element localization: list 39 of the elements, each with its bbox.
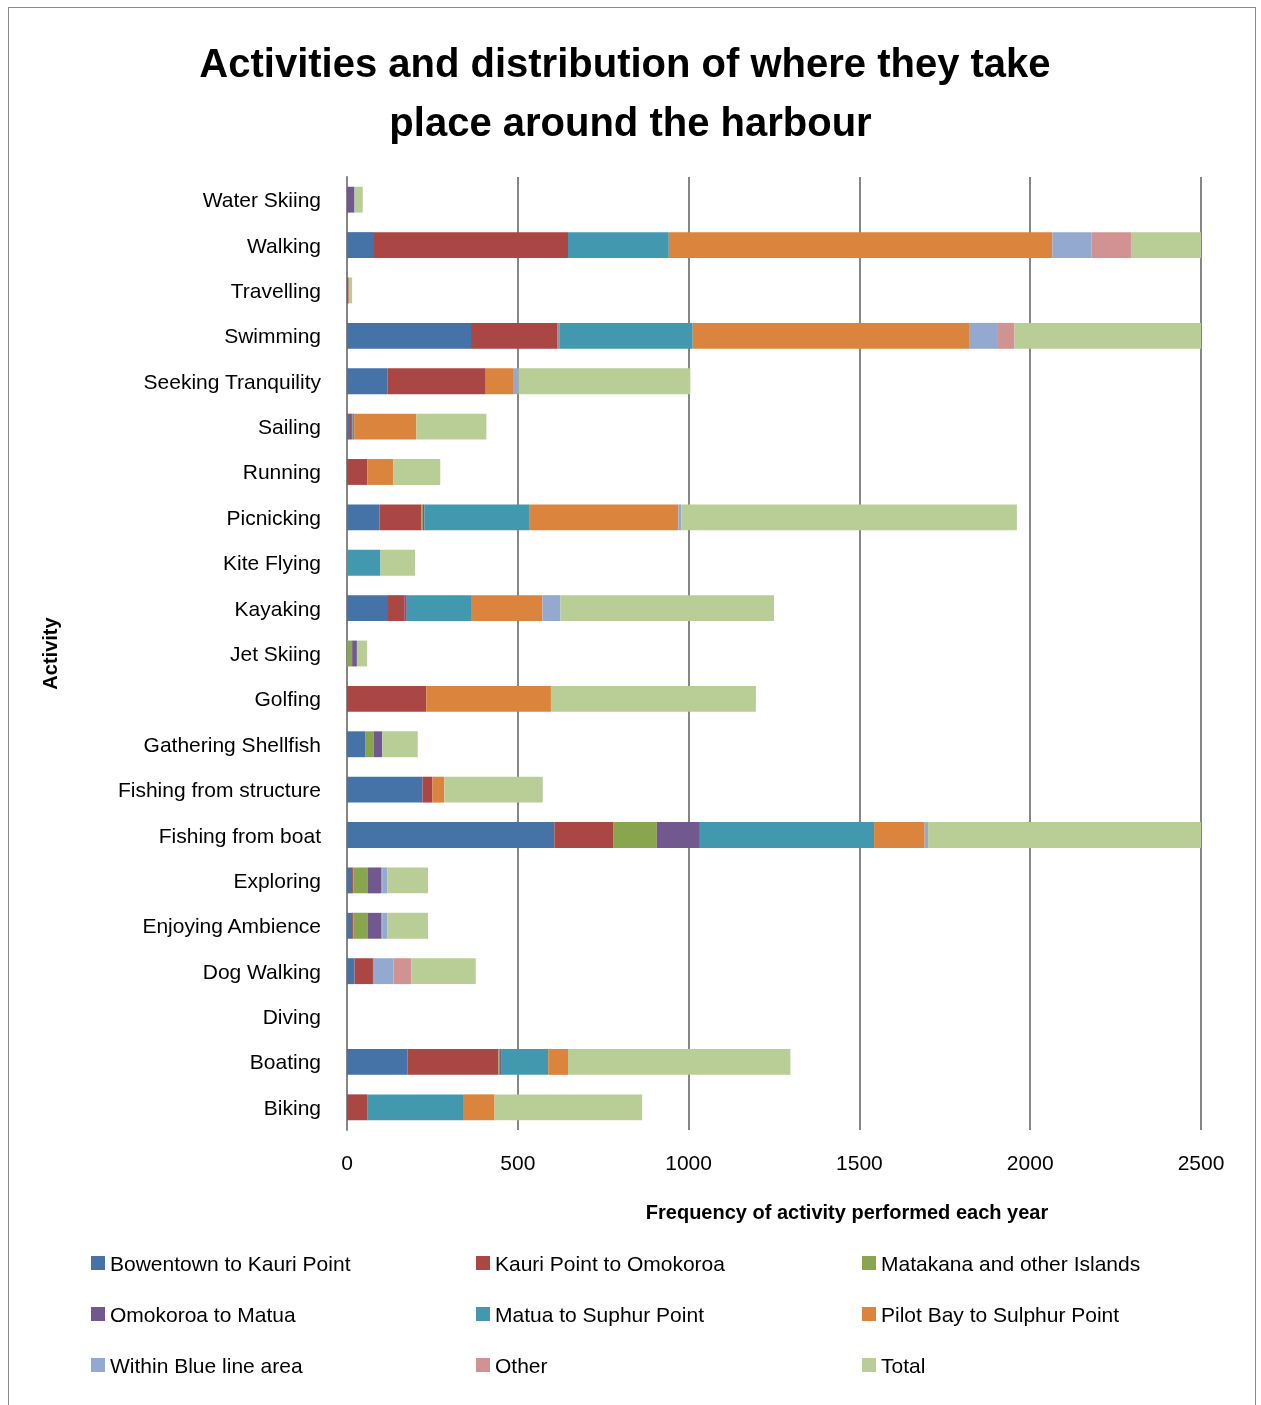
y-tick-label: Biking [263, 1095, 321, 1119]
y-tick-label: Fishing from boat [158, 823, 322, 847]
legend-label: Within Blue line area [110, 1353, 303, 1377]
y-tick-label: Travelling [230, 278, 321, 302]
legend-label: Pilot Bay to Sulphur Point [881, 1302, 1120, 1326]
legend-label: Kauri Point to Omokoroa [495, 1251, 726, 1275]
y-tick-label: Running [242, 460, 321, 484]
chart-title: Activities and distribution of where they take place around the harbour [199, 40, 1062, 144]
y-tick-label: Golfing [254, 687, 321, 711]
y-tick-label: Diving [262, 1005, 321, 1029]
y-axis-title: Activity [39, 616, 61, 690]
x-tick-label: 1000 [665, 1151, 712, 1174]
y-tick-label: Water Skiing [202, 188, 321, 212]
y-tick-label: Exploring [233, 868, 321, 892]
y-tick-label: Dog Walking [202, 959, 321, 983]
y-tick-label: Sailing [257, 415, 321, 439]
x-tick-label: 2000 [1006, 1151, 1054, 1174]
y-tick-label: Kayaking [234, 596, 321, 620]
y-tick-label: Boating [249, 1050, 321, 1074]
y-tick-label: Fishing from structure [117, 778, 321, 802]
x-axis-title: Frequency of activity performed each year [645, 1201, 1049, 1223]
x-tick-label: 500 [500, 1151, 536, 1174]
legend-label: Matakana and other Islands [881, 1251, 1141, 1275]
legend-label: Other [495, 1353, 548, 1377]
y-tick-label: Walking [247, 233, 321, 257]
y-tick-label: Seeking Tranquility [143, 369, 322, 393]
y-tick-label: Jet Skiing [229, 642, 321, 665]
legend-label: Bowentown to Kauri Point [110, 1251, 351, 1275]
x-tick-label: 1500 [836, 1151, 883, 1174]
legend-label: Matua to Suphur Point [495, 1302, 705, 1326]
y-tick-label: Gathering Shellfish [143, 732, 321, 756]
legend-label: Omokoroa to Matua [110, 1302, 296, 1326]
y-tick-label: Picnicking [226, 505, 321, 529]
x-tick-label: 0 [341, 1151, 353, 1174]
legend-label: Total [881, 1353, 926, 1377]
x-tick-label: 2500 [1177, 1151, 1225, 1174]
y-tick-label: Swimming [224, 324, 321, 348]
y-tick-label: Kite Flying [222, 551, 321, 575]
y-tick-label: Enjoying Ambience [142, 914, 321, 938]
